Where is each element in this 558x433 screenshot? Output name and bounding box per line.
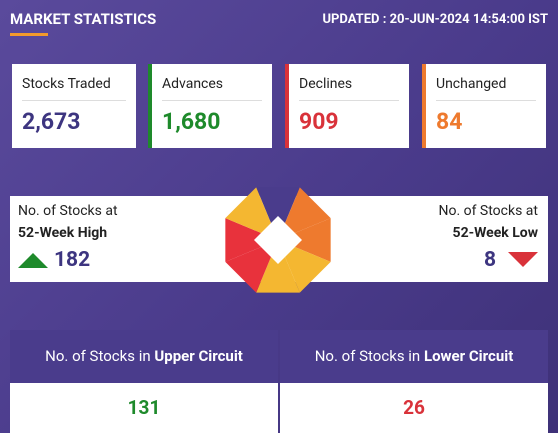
logo-center	[254, 216, 302, 264]
card-label: Declines	[299, 76, 353, 92]
upper-label: Upper Circuit	[154, 347, 243, 365]
lower-circuit: No. of Stocks in Lower Circuit 26	[280, 330, 548, 433]
high-value: 182	[54, 248, 91, 272]
card-label: Unchanged	[436, 76, 507, 92]
upper-circuit: No. of Stocks in Upper Circuit 131	[10, 330, 278, 433]
logo-segment	[225, 240, 278, 293]
down-arrow	[508, 252, 538, 267]
card: Declines 909	[285, 64, 409, 148]
low-line2: 52-Week Low	[452, 225, 538, 241]
card: Advances 1,680	[148, 64, 272, 148]
card-label: Stocks Traded	[22, 76, 111, 92]
card-value: 2,673	[22, 108, 81, 135]
low-value: 8	[483, 248, 496, 272]
lower-prefix: No. of Stocks in	[314, 347, 421, 365]
card-value: 1,680	[162, 108, 221, 135]
title-underline	[10, 33, 48, 36]
low-line1: No. of Stocks at	[438, 203, 538, 219]
card: Unchanged 84	[422, 64, 546, 148]
title: MARKET STATISTICS	[10, 10, 157, 28]
lower-label: Lower Circuit	[423, 347, 514, 365]
card: Stocks Traded 2,673	[12, 64, 136, 148]
high-line2: 52-Week High	[18, 225, 108, 241]
card-value: 84	[436, 108, 463, 135]
logo-segment	[278, 187, 331, 240]
upper-value: 131	[10, 383, 278, 433]
high-line1: No. of Stocks at	[18, 203, 118, 219]
logo-segment	[256, 240, 300, 293]
logo-segment	[278, 218, 331, 262]
lower-value: 26	[280, 383, 548, 433]
logo-segment	[225, 187, 278, 240]
logo-segment	[278, 240, 331, 293]
card-label: Advances	[162, 76, 224, 92]
logo-segment	[225, 218, 278, 262]
upper-prefix: No. of Stocks in	[45, 347, 151, 365]
updated: UPDATED : 20-JUN-2024 14:54:00 IST	[322, 12, 548, 27]
card-value: 909	[299, 108, 339, 135]
logo	[225, 187, 331, 293]
logo-segment	[256, 187, 300, 240]
up-arrow	[18, 253, 48, 268]
